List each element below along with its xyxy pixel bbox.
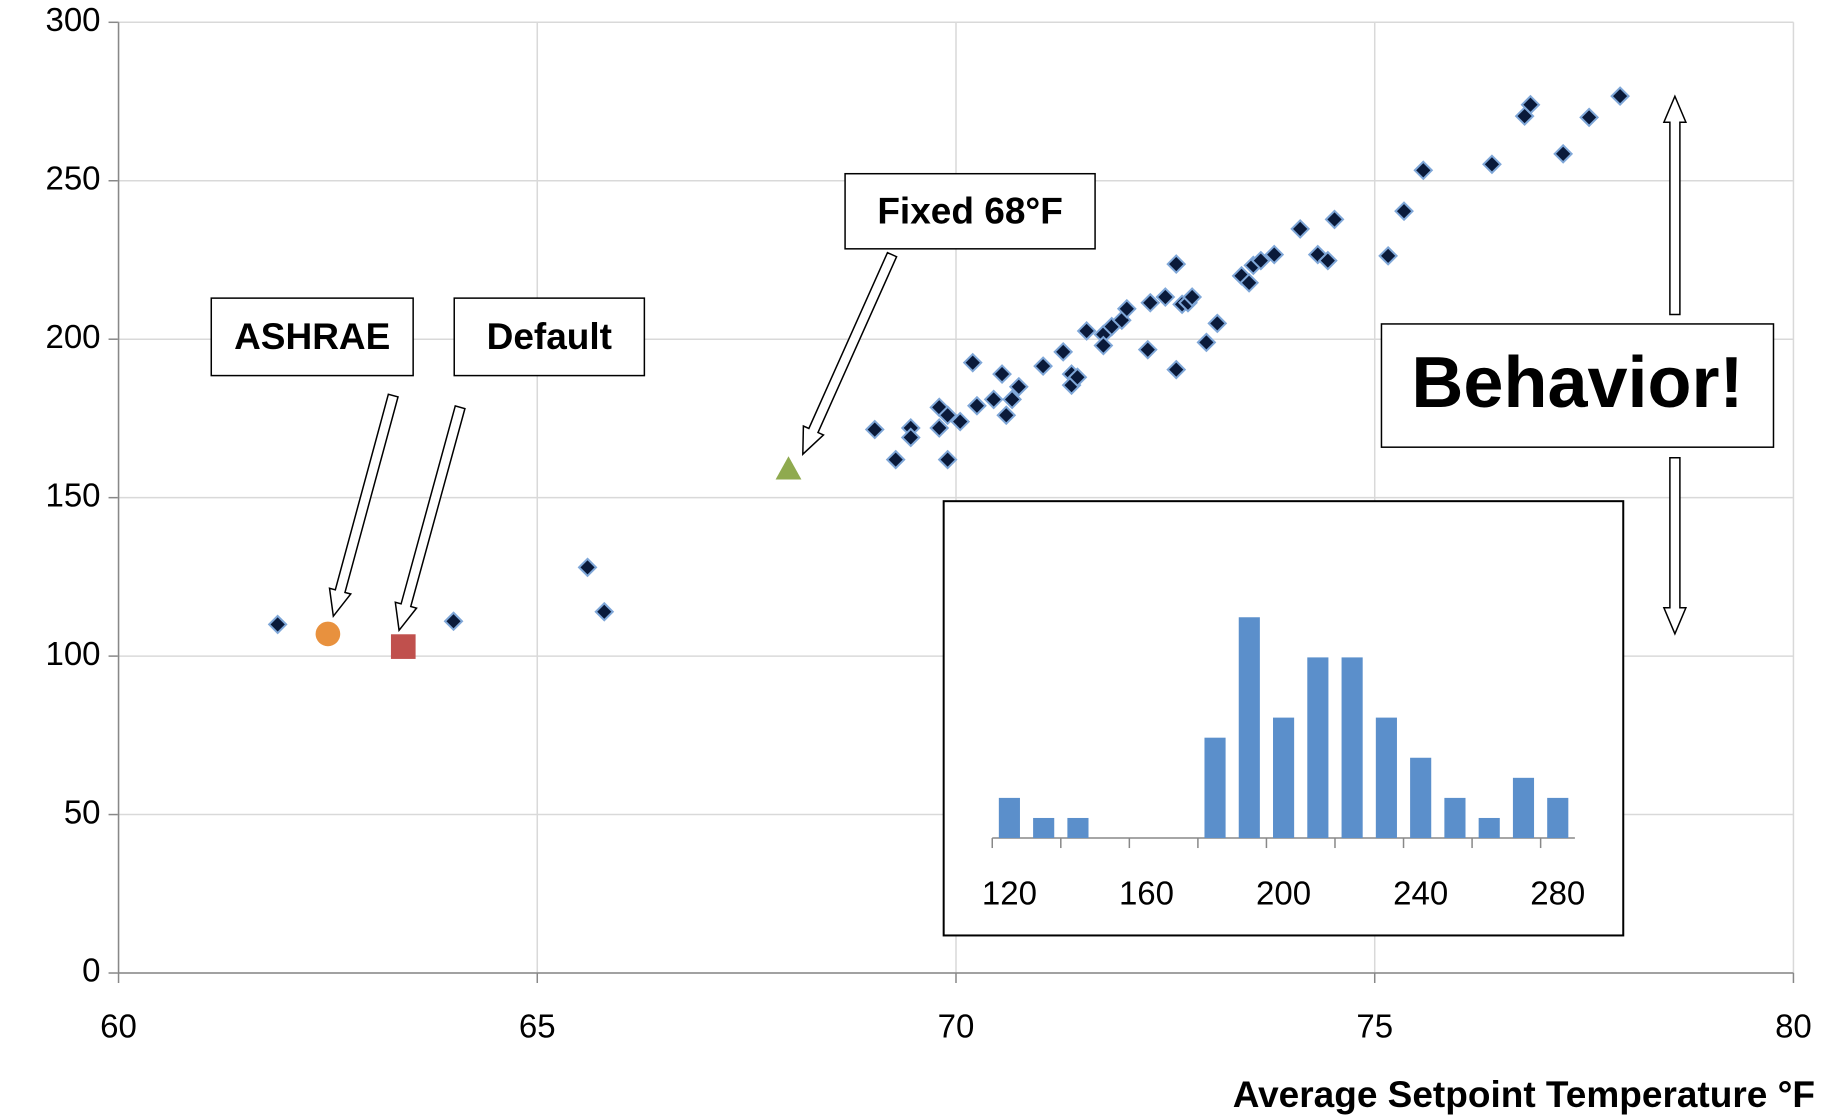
point <box>1394 201 1414 222</box>
y-tick-label: 0 <box>82 952 100 989</box>
point <box>1155 287 1176 307</box>
point <box>929 418 950 438</box>
arrow <box>328 393 399 619</box>
x-tick-label: 60 <box>100 1008 137 1045</box>
point <box>1250 250 1271 271</box>
point <box>1166 254 1187 275</box>
point <box>1290 219 1311 239</box>
x-tick-label: 80 <box>1775 1008 1812 1045</box>
point <box>1324 209 1345 230</box>
x-tick-label: 65 <box>519 1008 556 1045</box>
point <box>390 634 416 659</box>
x-tick-label: 200 <box>1256 874 1311 911</box>
point <box>1196 332 1217 353</box>
x-tick-label: 70 <box>938 1008 975 1045</box>
point <box>315 621 341 647</box>
point <box>885 449 906 470</box>
point <box>1140 292 1161 313</box>
point <box>1520 94 1541 115</box>
annotation-text: Default <box>487 316 612 357</box>
point <box>983 389 1004 410</box>
bar <box>1410 757 1432 839</box>
arrow <box>802 251 898 456</box>
point <box>1008 376 1029 397</box>
point <box>1553 143 1574 164</box>
point <box>1182 287 1203 307</box>
x-tick-label: 240 <box>1393 874 1448 911</box>
bar <box>1444 797 1466 839</box>
annotation-box <box>844 172 1096 250</box>
point <box>1053 341 1074 362</box>
point <box>1264 244 1285 265</box>
x-tick-label: 280 <box>1530 874 1585 911</box>
point <box>1207 313 1228 334</box>
point <box>1413 160 1434 181</box>
point <box>950 411 971 432</box>
point <box>962 352 983 373</box>
annotation-text: Fixed 68°F <box>877 190 1062 231</box>
point <box>937 405 958 426</box>
bar <box>998 797 1020 839</box>
arrow <box>1662 457 1688 636</box>
point <box>1067 367 1088 388</box>
point <box>992 364 1012 384</box>
annotation-box <box>1380 323 1775 448</box>
annotation-text: ASHRAE <box>234 316 390 357</box>
point <box>967 395 987 416</box>
point <box>1093 335 1114 356</box>
point <box>1610 86 1631 107</box>
point <box>1239 272 1260 293</box>
y-tick-label: 300 <box>45 1 100 38</box>
bar <box>1238 617 1260 839</box>
point <box>1137 339 1158 360</box>
point <box>267 614 288 635</box>
bar <box>1478 817 1500 839</box>
bar <box>1067 817 1089 839</box>
point <box>775 456 802 480</box>
arrow <box>1662 94 1688 316</box>
point <box>1317 250 1338 271</box>
point <box>900 427 921 448</box>
annotation-box <box>453 297 646 377</box>
x-axis-label: Average Setpoint Temperature °F <box>1233 1074 1815 1115</box>
x-tick-label: 75 <box>1356 1008 1393 1045</box>
point <box>1002 389 1023 410</box>
bar <box>1273 717 1295 839</box>
point <box>1482 154 1502 175</box>
point <box>1378 245 1399 266</box>
arrow <box>394 405 466 633</box>
y-tick-label: 50 <box>64 793 101 830</box>
point <box>864 419 885 440</box>
point <box>1033 356 1054 377</box>
point <box>996 405 1017 426</box>
bar <box>1341 657 1363 839</box>
annotation-box <box>210 297 414 377</box>
bar <box>1204 737 1226 839</box>
point <box>443 611 464 632</box>
annotation-text: Behavior! <box>1411 343 1743 423</box>
point <box>937 449 958 470</box>
bar <box>1375 717 1397 839</box>
x-tick-label: 120 <box>982 874 1037 911</box>
x-tick-label: 160 <box>1119 874 1174 911</box>
bar <box>1547 797 1569 839</box>
y-tick-label: 200 <box>45 318 100 355</box>
point <box>1076 321 1097 341</box>
y-tick-label: 150 <box>45 476 100 513</box>
point <box>594 601 615 622</box>
y-tick-label: 100 <box>45 635 100 672</box>
bar <box>1307 657 1329 839</box>
y-tick-label: 250 <box>45 159 100 196</box>
point <box>1166 359 1187 380</box>
point <box>577 557 598 578</box>
bar <box>1512 777 1535 839</box>
bar <box>1033 817 1055 839</box>
point <box>1579 107 1600 128</box>
point <box>1116 298 1137 319</box>
